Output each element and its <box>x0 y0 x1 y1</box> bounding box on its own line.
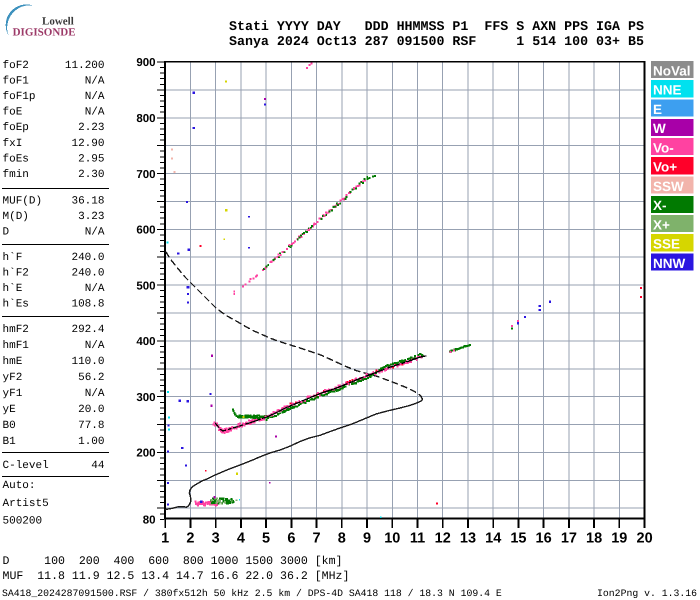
svg-text:foF2: foF2 <box>3 60 29 72</box>
svg-text:B0: B0 <box>3 420 16 432</box>
svg-text:foF1: foF1 <box>3 76 30 88</box>
svg-text:D: D <box>3 227 10 239</box>
svg-text:B1: B1 <box>3 436 17 448</box>
svg-text:500: 500 <box>136 280 155 292</box>
svg-text:300: 300 <box>136 392 155 404</box>
svg-text:20: 20 <box>637 531 653 547</box>
svg-text:DIGISONDE: DIGISONDE <box>13 26 76 38</box>
svg-text:2.23: 2.23 <box>78 122 104 134</box>
svg-text:108.8: 108.8 <box>71 299 104 311</box>
svg-text:h`Es: h`Es <box>3 299 29 311</box>
svg-text:N/A: N/A <box>85 91 105 103</box>
svg-text:1: 1 <box>161 531 169 547</box>
svg-text:14: 14 <box>485 531 501 547</box>
svg-text:fxI: fxI <box>3 138 23 150</box>
svg-text:fmin: fmin <box>3 169 29 181</box>
svg-text:200: 200 <box>136 448 155 460</box>
svg-text:SA418_2024287091500.RSF / 380f: SA418_2024287091500.RSF / 380fx512h 50 k… <box>2 588 502 599</box>
svg-text:2.30: 2.30 <box>78 169 104 181</box>
svg-text:yF2: yF2 <box>3 372 23 384</box>
svg-text:Vo+: Vo+ <box>653 160 677 175</box>
svg-text:Auto:: Auto: <box>3 480 36 492</box>
svg-text:M(D): M(D) <box>3 211 29 223</box>
svg-text:h`F: h`F <box>3 252 23 264</box>
svg-text:MUF 11.8 11.9 12.5 13.4 14.7: MUF 11.8 11.9 12.5 13.4 14.7 16.6 22.0 3… <box>3 570 350 583</box>
svg-text:900: 900 <box>136 57 155 69</box>
svg-text:Lowell: Lowell <box>42 15 74 27</box>
svg-text:h`E: h`E <box>3 283 23 295</box>
svg-text:D 100 200 400 600 800: D 100 200 400 600 800 1000 1500 3000 [km… <box>3 555 343 568</box>
svg-text:80: 80 <box>143 515 156 527</box>
svg-text:44: 44 <box>91 460 105 472</box>
svg-text:700: 700 <box>136 169 155 181</box>
svg-text:7: 7 <box>313 531 321 547</box>
svg-text:N/A: N/A <box>85 227 105 239</box>
svg-text:16: 16 <box>536 531 552 547</box>
svg-text:W: W <box>653 121 666 136</box>
svg-text:2.95: 2.95 <box>78 153 104 165</box>
svg-text:36.18: 36.18 <box>71 196 104 208</box>
svg-text:5: 5 <box>262 531 270 547</box>
svg-text:12.90: 12.90 <box>71 138 104 150</box>
svg-text:15: 15 <box>510 531 526 547</box>
svg-text:N/A: N/A <box>85 283 105 295</box>
svg-text:hmF2: hmF2 <box>3 324 29 336</box>
svg-text:1.00: 1.00 <box>78 436 104 448</box>
svg-text:20.0: 20.0 <box>78 404 104 416</box>
svg-text:240.0: 240.0 <box>71 268 104 280</box>
svg-text:400: 400 <box>136 336 155 348</box>
svg-text:2: 2 <box>186 531 194 547</box>
svg-text:N/A: N/A <box>85 107 105 119</box>
svg-text:3: 3 <box>212 531 220 547</box>
svg-text:yF1: yF1 <box>3 388 23 400</box>
svg-text:N/A: N/A <box>85 76 105 88</box>
svg-text:292.4: 292.4 <box>71 324 104 336</box>
svg-text:500200: 500200 <box>3 515 43 527</box>
svg-text:3.23: 3.23 <box>78 211 104 223</box>
svg-text:77.8: 77.8 <box>78 420 104 432</box>
svg-text:Sanya 2024 Oct13 287 091500 RS: Sanya 2024 Oct13 287 091500 RSF 1 514 10… <box>229 34 644 49</box>
svg-text:E: E <box>653 102 662 117</box>
svg-text:foEp: foEp <box>3 122 29 134</box>
svg-text:Ion2Png v. 1.3.16: Ion2Png v. 1.3.16 <box>597 588 697 599</box>
svg-text:N/A: N/A <box>85 388 105 400</box>
svg-text:SSW: SSW <box>653 179 684 194</box>
svg-text:X-: X- <box>653 198 667 213</box>
svg-text:19: 19 <box>611 531 627 547</box>
svg-text:foEs: foEs <box>3 153 29 165</box>
svg-text:hmE: hmE <box>3 356 23 368</box>
svg-text:18: 18 <box>586 531 602 547</box>
svg-text:hmF1: hmF1 <box>3 340 30 352</box>
svg-text:6: 6 <box>287 531 295 547</box>
svg-text:Vo-: Vo- <box>653 140 674 155</box>
svg-text:yE: yE <box>3 404 17 416</box>
svg-text:X+: X+ <box>653 217 670 232</box>
svg-text:4: 4 <box>237 531 245 547</box>
svg-text:foF1p: foF1p <box>3 91 36 103</box>
svg-text:11.200: 11.200 <box>65 60 105 72</box>
svg-text:MUF(D): MUF(D) <box>3 196 43 208</box>
svg-text:110.0: 110.0 <box>71 356 104 368</box>
svg-text:foE: foE <box>3 107 23 119</box>
svg-text:C-level: C-level <box>3 460 49 472</box>
svg-text:600: 600 <box>136 225 155 237</box>
svg-text:N/A: N/A <box>85 340 105 352</box>
svg-text:17: 17 <box>561 531 577 547</box>
svg-text:Artist5: Artist5 <box>3 498 49 510</box>
svg-text:Stati YYYY DAY DDD HHMMSS P1: Stati YYYY DAY DDD HHMMSS P1 FFS S AXN P… <box>229 19 644 34</box>
svg-text:800: 800 <box>136 113 155 125</box>
svg-text:56.2: 56.2 <box>78 372 104 384</box>
svg-text:240.0: 240.0 <box>71 252 104 264</box>
svg-text:NNW: NNW <box>653 256 685 271</box>
svg-text:11: 11 <box>410 531 425 547</box>
svg-text:8: 8 <box>338 531 346 547</box>
svg-text:NoVal: NoVal <box>653 63 691 78</box>
svg-text:12: 12 <box>435 531 451 547</box>
svg-text:9: 9 <box>363 531 371 547</box>
svg-text:13: 13 <box>460 531 476 547</box>
svg-text:SSE: SSE <box>653 237 680 252</box>
svg-text:NNE: NNE <box>653 83 682 98</box>
svg-text:10: 10 <box>384 531 400 547</box>
svg-text:h`F2: h`F2 <box>3 268 29 280</box>
